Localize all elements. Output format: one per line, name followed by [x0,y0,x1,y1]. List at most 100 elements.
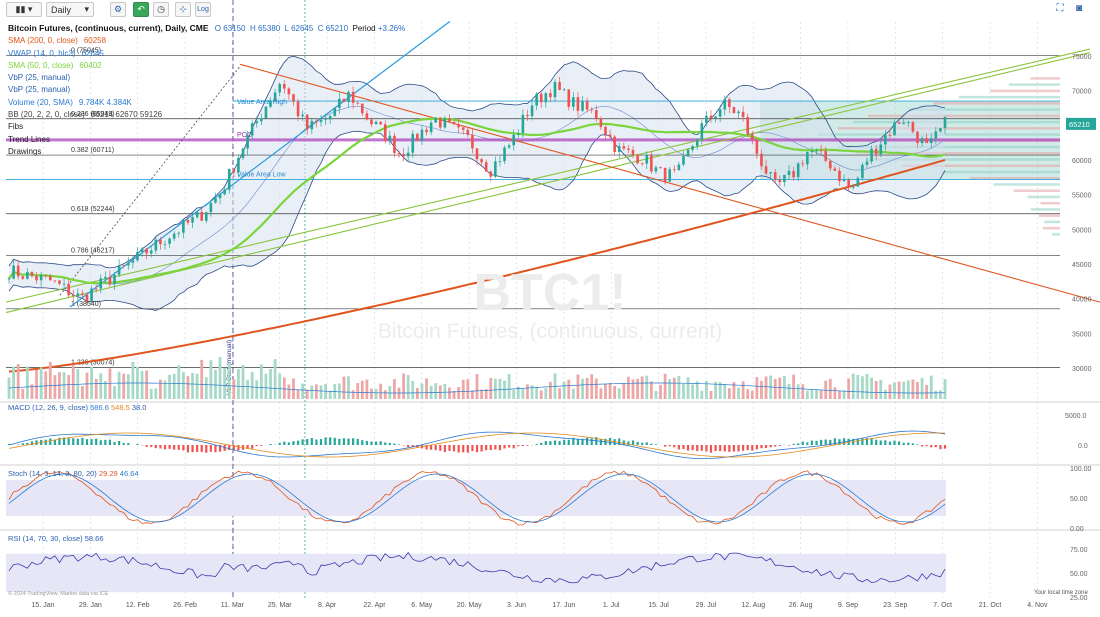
vbp-bar [855,152,1060,155]
draw-tool-button[interactable]: ⊹ [175,2,191,17]
candle-body [636,154,639,164]
rsi-band [6,553,946,593]
macd-hist-bar [278,442,281,445]
candle-body [888,135,892,136]
legend-row[interactable]: Drawings [8,146,405,158]
volume-bar [415,388,419,399]
volume-bar [301,383,305,399]
close-value: 65210 [325,24,349,33]
macd-hist-bar [576,439,580,445]
fullscreen-icon[interactable]: ⛶ [1056,3,1064,14]
legend-row[interactable]: BB (20, 2, 2, 0, close) 66214 62670 59126 [8,109,405,121]
camera-icon[interactable]: ◙ [1075,3,1083,14]
chart-type-button[interactable]: ▮▮ ▾ [6,2,42,17]
timezone-label: Your local time zone [1034,590,1088,596]
volume-bar [35,369,38,399]
macd-hist-bar [104,439,107,445]
candle-body [315,120,318,123]
replay-button[interactable]: ↶ [133,2,149,17]
vbp-bar [852,120,1060,124]
time-axis-label: 12. Aug [741,602,765,609]
candle-body [613,136,616,152]
legend-row[interactable]: VbP (25, manual) [8,84,405,96]
macd-hist-bar [26,442,29,445]
volume-bar [764,376,768,399]
candle-body [585,101,589,110]
legend-value: 66214 62670 59126 [90,110,163,120]
volume-bar [232,379,236,399]
candle-body [393,135,396,154]
legend-row[interactable]: VbP (25, manual) [8,72,405,84]
candle-body [186,219,190,223]
clock-button[interactable]: ◷ [153,2,169,17]
volume-bar [186,376,190,399]
volume-bar [755,377,759,399]
stoch-label: Stoch (14, 3, 14, 3, 80, 20) 29.29 46.64 [8,469,139,478]
volume-bar [250,371,254,399]
macd-hist-bar [58,437,61,445]
macd-hist-bar [145,445,148,447]
macd-hist-bar [228,445,231,451]
legend-row[interactable]: Trend Lines [8,134,405,146]
macd-hist-bar [498,445,502,451]
candle-body [672,169,676,171]
interval-select[interactable]: Daily ▾ [46,2,94,17]
candle-body [443,118,447,128]
time-axis-label: 25. Mar [268,602,292,609]
settings-button[interactable]: ⚙ [110,2,126,17]
legend-value: 62645 [81,48,104,58]
volume-bar [535,387,539,399]
vbp-bar [908,108,1060,111]
log-scale-button[interactable]: Log [195,2,211,17]
volume-bar [787,384,791,399]
macd-hist-bar [723,445,726,452]
macd-hist-bar [902,442,905,445]
candle-body [278,84,282,93]
volume-bar [246,379,249,399]
volume-bar [668,379,672,399]
candle-body [12,265,15,279]
volume-bar [521,388,525,399]
candle-body [99,278,103,289]
macd-hist-bar [558,441,561,445]
candle-body [126,262,130,266]
volume-bar [503,380,506,399]
candle-body [576,97,580,111]
legend-row[interactable]: VWAP (14, 0, hlc3) 62645 [8,48,405,60]
macd-hist-bar [810,440,814,445]
macd-hist-bar [136,443,139,445]
legend-row[interactable]: Fibs [8,121,405,133]
candle-body [232,169,236,173]
volume-bar [71,365,75,399]
candle-body [255,121,259,124]
legend-label: Drawings [8,146,42,156]
volume-bar [90,367,93,399]
candle-body [769,172,772,174]
candle-body [113,274,116,285]
vbp-bar [838,145,1060,149]
volume-bar [48,361,52,399]
legend-row[interactable]: Volume (20, SMA) 9.784K 4.384K [8,97,405,109]
legend-row[interactable]: SMA (200, 0, close) 60258 [8,35,405,47]
macd-hist-bar [296,440,300,445]
macd-hist-bar [489,445,492,451]
macd-hist-bar [677,445,680,450]
macd-signal-value: 548.5 [111,403,130,412]
vbp-bar [1052,233,1060,236]
volume-bar [475,374,479,399]
candle-body [728,99,731,108]
candle-body [581,101,584,111]
candle-body [815,150,818,152]
indicator-legend-list: SMA (200, 0, close) 60258 VWAP (14, 0, hlc… [8,35,405,158]
candle-body [787,170,791,176]
fib-level-label: 0.382 (60711) [71,147,114,154]
volume-bar [902,381,906,399]
candle-body [819,150,823,152]
volume-bar [62,372,66,399]
macd-hist-bar [30,441,34,445]
candle-body [177,232,181,234]
volume-ma [8,382,946,394]
legend-row[interactable]: SMA (50, 0, close) 60402 [8,60,405,72]
poc-label: POC [237,132,252,139]
